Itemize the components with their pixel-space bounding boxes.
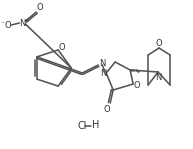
Text: Cl: Cl	[77, 121, 87, 131]
Text: O: O	[4, 21, 11, 30]
Text: O: O	[59, 43, 65, 52]
Text: O: O	[104, 104, 111, 114]
Text: +: +	[24, 17, 29, 22]
Text: N: N	[19, 18, 26, 28]
Text: N: N	[155, 73, 161, 82]
Text: N: N	[100, 69, 106, 79]
Text: O: O	[36, 3, 43, 13]
Text: N: N	[99, 59, 105, 69]
Text: O: O	[134, 80, 141, 90]
Text: O: O	[156, 39, 162, 49]
Text: ⁻: ⁻	[0, 20, 4, 28]
Text: H: H	[91, 120, 99, 130]
